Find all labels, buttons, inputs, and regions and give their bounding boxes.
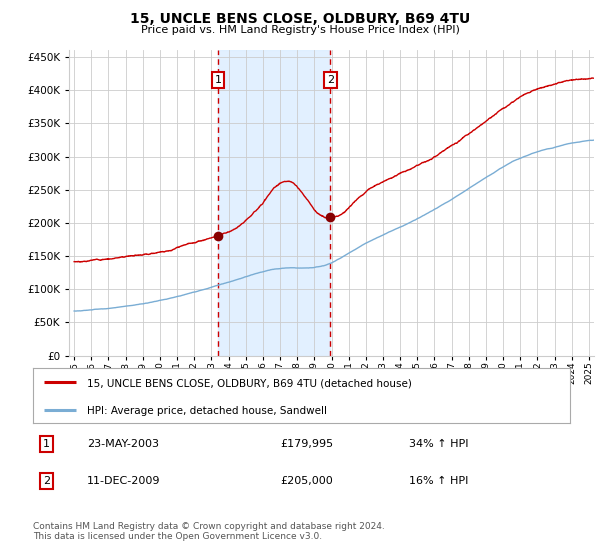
Text: 15, UNCLE BENS CLOSE, OLDBURY, B69 4TU: 15, UNCLE BENS CLOSE, OLDBURY, B69 4TU <box>130 12 470 26</box>
Text: HPI: Average price, detached house, Sandwell: HPI: Average price, detached house, Sand… <box>87 406 326 416</box>
Text: 1: 1 <box>43 439 50 449</box>
Text: 11-DEC-2009: 11-DEC-2009 <box>87 476 160 486</box>
Text: 16% ↑ HPI: 16% ↑ HPI <box>409 476 468 486</box>
Text: 1: 1 <box>214 75 221 85</box>
Text: 2: 2 <box>327 75 334 85</box>
Text: 2: 2 <box>43 476 50 486</box>
Text: 15, UNCLE BENS CLOSE, OLDBURY, B69 4TU (detached house): 15, UNCLE BENS CLOSE, OLDBURY, B69 4TU (… <box>87 379 412 388</box>
Text: Price paid vs. HM Land Registry's House Price Index (HPI): Price paid vs. HM Land Registry's House … <box>140 25 460 35</box>
Text: 34% ↑ HPI: 34% ↑ HPI <box>409 439 469 449</box>
Text: Contains HM Land Registry data © Crown copyright and database right 2024.
This d: Contains HM Land Registry data © Crown c… <box>33 522 385 542</box>
Bar <box>218 50 331 356</box>
Text: £205,000: £205,000 <box>280 476 333 486</box>
Text: 23-MAY-2003: 23-MAY-2003 <box>87 439 158 449</box>
Text: £179,995: £179,995 <box>280 439 333 449</box>
